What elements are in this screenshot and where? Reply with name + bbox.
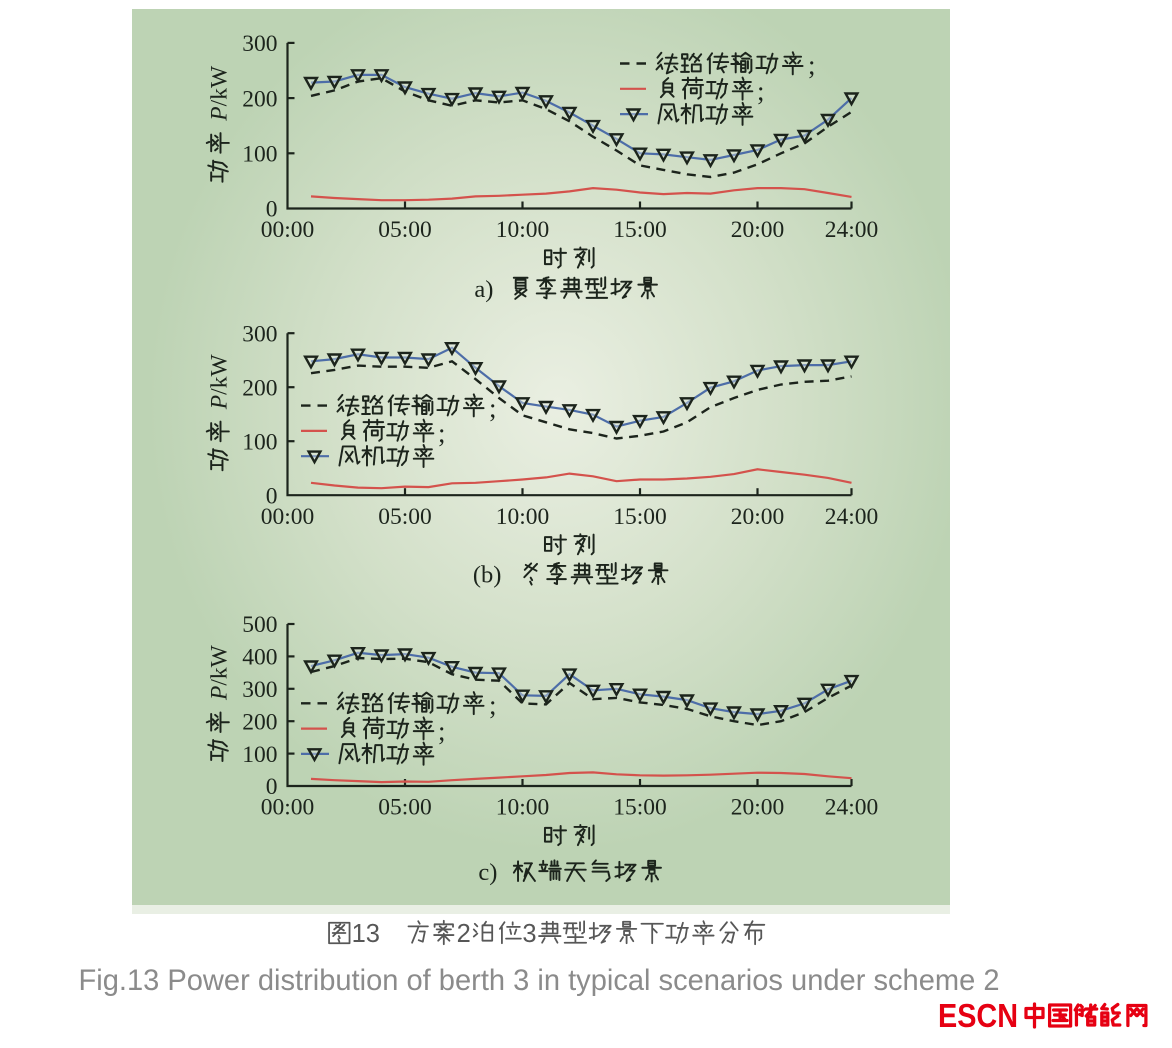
svg-text:400: 400 (242, 645, 277, 671)
svg-text:100: 100 (242, 429, 277, 455)
svg-text:100: 100 (242, 742, 277, 768)
svg-text:;: ; (808, 50, 816, 80)
svg-text:15:00: 15:00 (613, 217, 667, 243)
svg-text:0: 0 (266, 197, 278, 223)
svg-text:05:00: 05:00 (378, 217, 432, 243)
svg-text:20:00: 20:00 (731, 504, 785, 530)
svg-text:(b): (b) (473, 562, 502, 589)
svg-text:24:00: 24:00 (825, 504, 879, 530)
svg-text:24:00: 24:00 (825, 217, 879, 243)
svg-text:c): c) (478, 859, 497, 886)
svg-text:200: 200 (242, 375, 277, 401)
svg-text:P/kW: P/kW (207, 65, 233, 122)
svg-text:10:00: 10:00 (496, 217, 550, 243)
svg-text:a): a) (474, 276, 493, 303)
svg-text:200: 200 (242, 709, 277, 735)
svg-text:00:00: 00:00 (261, 217, 315, 243)
svg-text:Fig.13 Power distribution of: Fig.13 Power distribution of berth 3 in … (79, 964, 1000, 997)
svg-text:300: 300 (242, 31, 277, 57)
svg-text:05:00: 05:00 (378, 504, 432, 530)
svg-text:20:00: 20:00 (731, 217, 785, 243)
svg-text:ESCN: ESCN (938, 998, 1018, 1035)
svg-text:0: 0 (266, 774, 278, 800)
svg-text:00:00: 00:00 (261, 504, 315, 530)
svg-text:300: 300 (242, 321, 277, 347)
svg-text:10:00: 10:00 (496, 504, 550, 530)
svg-text:0: 0 (266, 483, 278, 509)
svg-text:10:00: 10:00 (496, 795, 550, 821)
svg-text:P/kW: P/kW (207, 644, 233, 701)
svg-text:200: 200 (242, 86, 277, 112)
svg-text:2: 2 (457, 920, 471, 948)
svg-text:;: ; (757, 76, 765, 106)
svg-text:00:00: 00:00 (261, 795, 315, 821)
svg-text:;: ; (438, 716, 446, 746)
svg-text:500: 500 (242, 612, 277, 638)
svg-text:05:00: 05:00 (378, 795, 432, 821)
svg-text:3: 3 (522, 920, 536, 948)
svg-text:13: 13 (352, 920, 380, 948)
svg-text:15:00: 15:00 (613, 504, 667, 530)
svg-text:20:00: 20:00 (731, 795, 785, 821)
svg-text:P/kW: P/kW (207, 354, 233, 411)
svg-text:;: ; (438, 418, 446, 448)
svg-text:;: ; (489, 393, 497, 423)
svg-text:300: 300 (242, 677, 277, 703)
svg-text:;: ; (489, 690, 497, 720)
svg-text:100: 100 (242, 142, 277, 168)
svg-text:15:00: 15:00 (613, 795, 667, 821)
svg-text:24:00: 24:00 (825, 795, 879, 821)
